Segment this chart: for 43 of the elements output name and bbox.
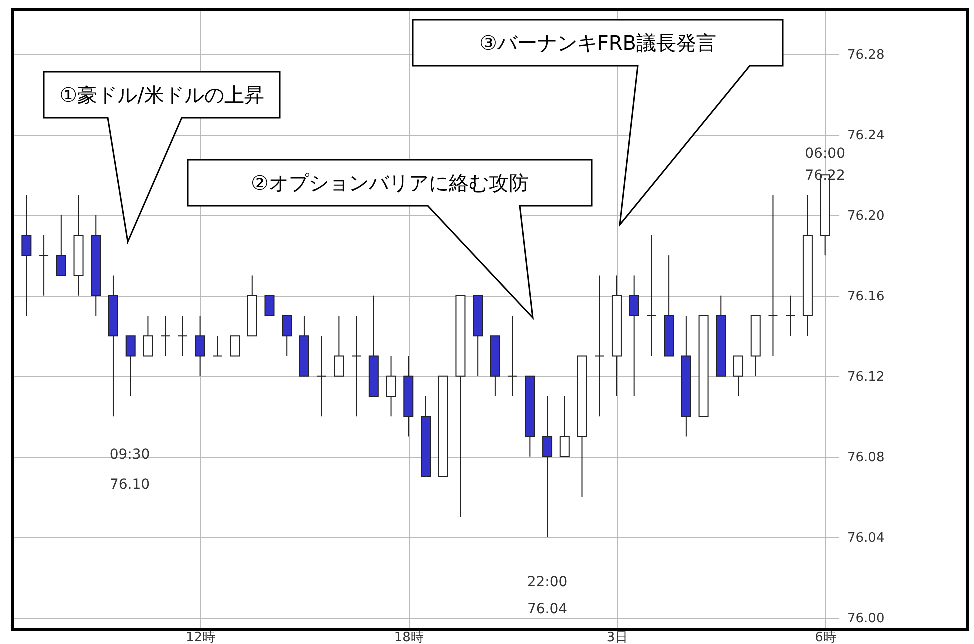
annotation: 06:00 76.22 bbox=[805, 146, 846, 184]
candlestick bbox=[334, 315, 344, 377]
candlestick bbox=[594, 275, 605, 418]
candlestick bbox=[126, 336, 136, 397]
x-tick-label: 18時 bbox=[394, 630, 424, 644]
candlestick bbox=[22, 194, 32, 316]
y-tick-label: 76.28 bbox=[848, 48, 885, 63]
candlestick bbox=[386, 356, 396, 418]
y-tick-label: 76.24 bbox=[848, 128, 885, 144]
candlestick bbox=[282, 315, 292, 357]
annotation: 09:30 76.10 bbox=[110, 447, 150, 493]
y-tick-label: 76.20 bbox=[848, 208, 885, 224]
x-tick-label: 12時 bbox=[186, 630, 216, 644]
candlestick bbox=[629, 275, 640, 397]
y-tick-label: 76.08 bbox=[848, 450, 885, 466]
y-tick-label: 76.00 bbox=[848, 611, 885, 626]
candlestick bbox=[143, 315, 154, 357]
candlestick bbox=[39, 234, 50, 296]
candlestick bbox=[646, 234, 657, 357]
y-tick-label: 76.16 bbox=[848, 289, 885, 304]
annotation: ②オプションバリアに絡む攻防 bbox=[250, 170, 530, 196]
candlestick bbox=[160, 315, 171, 357]
candlestick bbox=[352, 315, 362, 418]
candlestick bbox=[768, 194, 778, 357]
x-tick-label: 6時 bbox=[815, 630, 836, 644]
candlestick bbox=[542, 396, 553, 538]
candlestick bbox=[786, 295, 796, 337]
candlestick bbox=[734, 356, 744, 397]
annotation: ③バーナンキFRB議長発言 bbox=[478, 30, 718, 56]
candlestick bbox=[195, 315, 206, 377]
candlestick bbox=[56, 214, 66, 276]
candlestick bbox=[230, 336, 240, 357]
candlestick bbox=[316, 336, 327, 418]
x-tick-label: 3日 bbox=[606, 630, 628, 644]
annotation: ①豪ドル/米ドルの上昇 bbox=[58, 82, 266, 108]
annotation: 22:00 76.04 bbox=[527, 574, 568, 618]
candlestick bbox=[560, 396, 570, 458]
candlestick bbox=[178, 315, 188, 357]
candlestick bbox=[508, 315, 518, 397]
y-tick-label: 76.12 bbox=[848, 370, 885, 385]
candlestick bbox=[264, 295, 275, 316]
y-tick-label: 76.04 bbox=[848, 530, 885, 546]
candlestick bbox=[212, 336, 223, 357]
